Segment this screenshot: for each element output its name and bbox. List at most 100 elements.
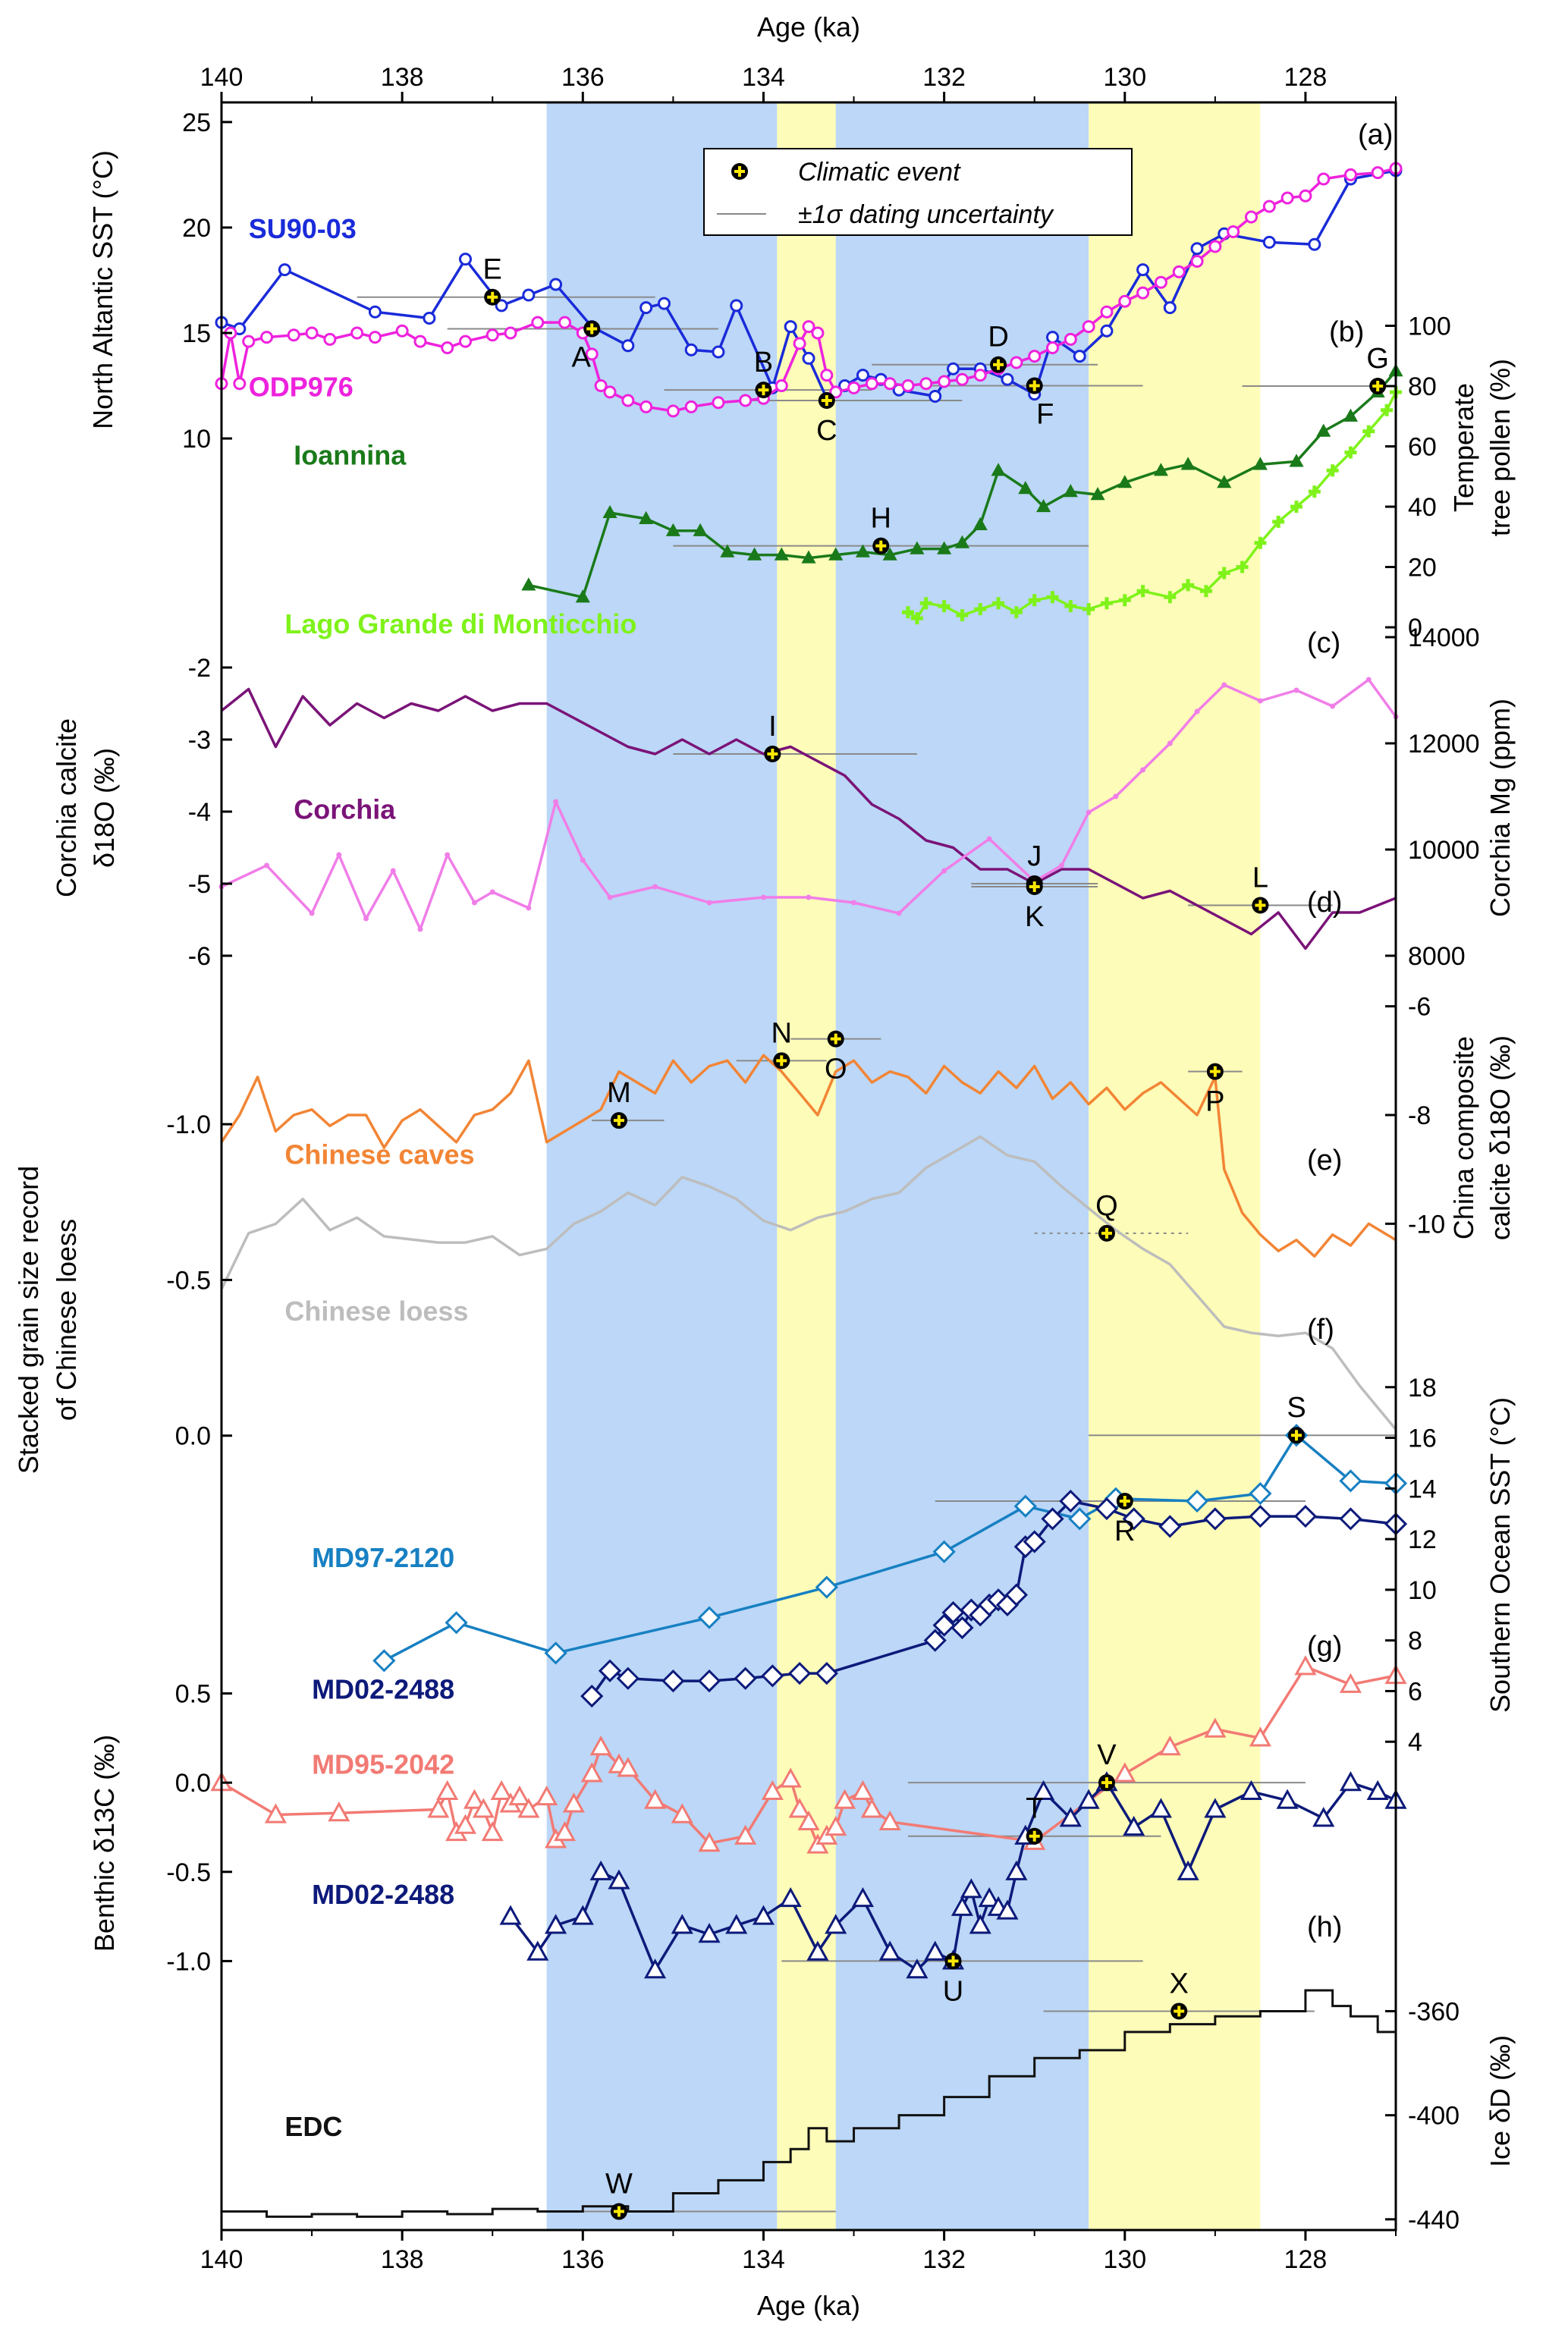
data-point bbox=[973, 369, 987, 382]
data-point bbox=[1023, 1530, 1046, 1553]
data-point bbox=[617, 1757, 639, 1777]
data-point bbox=[1068, 1507, 1092, 1531]
data-point bbox=[923, 1629, 947, 1652]
data-point bbox=[661, 1669, 685, 1693]
data-point bbox=[1240, 1779, 1263, 1801]
x-tick-label-bottom: 132 bbox=[922, 2245, 966, 2274]
data-point bbox=[305, 326, 319, 340]
data-point bbox=[774, 547, 789, 561]
y-title-corchia-d18o-line1: Corchia calcite bbox=[51, 718, 82, 897]
data-point bbox=[1330, 703, 1336, 709]
shaded-band-0 bbox=[546, 102, 778, 2230]
data-point bbox=[969, 1914, 991, 1934]
data-point bbox=[1217, 475, 1232, 488]
data-point bbox=[1149, 1798, 1172, 1818]
data-point bbox=[787, 1661, 812, 1685]
event-U: U bbox=[943, 1952, 963, 2007]
data-point bbox=[1073, 350, 1086, 363]
series-label-10: MD95-2042 bbox=[312, 1748, 454, 1779]
data-point bbox=[1362, 425, 1375, 438]
x-tick-label-top: 130 bbox=[1103, 63, 1146, 92]
event-A: A bbox=[572, 320, 601, 373]
data-point bbox=[1158, 1515, 1182, 1538]
data-point bbox=[553, 799, 559, 805]
data-point bbox=[278, 263, 291, 277]
event-letter: K bbox=[1025, 901, 1044, 933]
step-line bbox=[222, 1989, 1397, 2218]
data-point bbox=[1163, 301, 1177, 315]
event-letter: O bbox=[825, 1054, 847, 1085]
data-point bbox=[585, 347, 599, 361]
y-tick-label-corchia_mg: 12000 bbox=[1408, 730, 1480, 759]
event-marker-cross bbox=[1101, 1227, 1112, 1239]
data-point bbox=[698, 1923, 721, 1943]
data-point bbox=[1117, 475, 1133, 488]
data-point bbox=[1164, 591, 1177, 604]
y-tick-label-sst_so: 18 bbox=[1408, 1374, 1437, 1403]
data-point bbox=[621, 394, 635, 407]
data-point bbox=[441, 341, 454, 354]
data-point bbox=[594, 379, 608, 393]
y-tick-label-sst_na: 25 bbox=[182, 108, 211, 137]
data-point bbox=[1262, 199, 1276, 213]
data-point bbox=[1090, 487, 1105, 501]
event-marker-cross bbox=[487, 291, 498, 303]
data-point bbox=[517, 1798, 540, 1818]
data-point bbox=[1005, 1860, 1028, 1880]
panel-label-e: (e) bbox=[1307, 1145, 1342, 1176]
data-point bbox=[1199, 585, 1212, 598]
data-point bbox=[938, 375, 951, 388]
event-letter: I bbox=[768, 711, 777, 743]
y-title-loess-line2: of Chinese loess bbox=[51, 1219, 82, 1421]
event-marker-cross bbox=[1255, 900, 1266, 911]
data-point bbox=[801, 550, 816, 564]
data-point bbox=[417, 926, 423, 932]
event-marker-cross bbox=[1029, 1830, 1040, 1842]
data-point bbox=[779, 1886, 802, 1908]
data-point bbox=[495, 299, 508, 313]
data-point bbox=[1194, 708, 1200, 715]
data-point bbox=[490, 1779, 513, 1801]
event-letter: G bbox=[1366, 343, 1389, 375]
data-point bbox=[1365, 677, 1372, 683]
y-tick-label-corchia_d18o: -2 bbox=[188, 654, 211, 683]
data-point bbox=[896, 910, 902, 916]
data-point bbox=[1001, 372, 1014, 386]
data-point bbox=[1182, 579, 1195, 592]
event-letter: M bbox=[607, 1077, 631, 1109]
data-point bbox=[459, 253, 473, 266]
panel-label-b: (b) bbox=[1329, 316, 1364, 348]
legend-event-label: Climatic event bbox=[798, 158, 961, 187]
event-marker-cross bbox=[758, 385, 769, 396]
data-point bbox=[951, 1896, 973, 1916]
x-tick-label-top: 140 bbox=[200, 63, 244, 92]
event-letter: J bbox=[1027, 840, 1042, 872]
data-point bbox=[752, 1905, 775, 1925]
series-label-2: Ioannina bbox=[294, 439, 407, 470]
data-point bbox=[526, 905, 532, 911]
data-point bbox=[698, 1832, 721, 1852]
event-letter: Q bbox=[1095, 1190, 1118, 1222]
data-point bbox=[1100, 324, 1114, 338]
data-point bbox=[955, 372, 969, 386]
y-tick-label-sst_so: 8 bbox=[1408, 1627, 1422, 1656]
data-point bbox=[639, 510, 654, 524]
x-tick-label-top: 138 bbox=[381, 63, 424, 92]
climatic-events: A B C D E F G H I JK L M N O P Q R S T U V W X bbox=[483, 254, 1389, 2220]
event-H: H bbox=[871, 503, 891, 554]
y-tick-label-corchia_d18o: -5 bbox=[188, 870, 211, 899]
y-tick-label-sst_na: 10 bbox=[182, 425, 211, 454]
data-point bbox=[938, 600, 951, 613]
data-point bbox=[1058, 862, 1064, 869]
data-point bbox=[802, 320, 815, 334]
data-point bbox=[1190, 242, 1204, 256]
event-marker-cross bbox=[613, 1115, 624, 1126]
legend-box bbox=[703, 148, 1133, 236]
data-point bbox=[1010, 356, 1023, 369]
data-point bbox=[558, 316, 571, 329]
x-tick-label-top: 132 bbox=[922, 63, 966, 92]
y-tick-label-corchia_d18o: -3 bbox=[188, 726, 211, 755]
data-point bbox=[459, 335, 473, 348]
data-point bbox=[1343, 168, 1357, 181]
data-point bbox=[242, 335, 256, 348]
